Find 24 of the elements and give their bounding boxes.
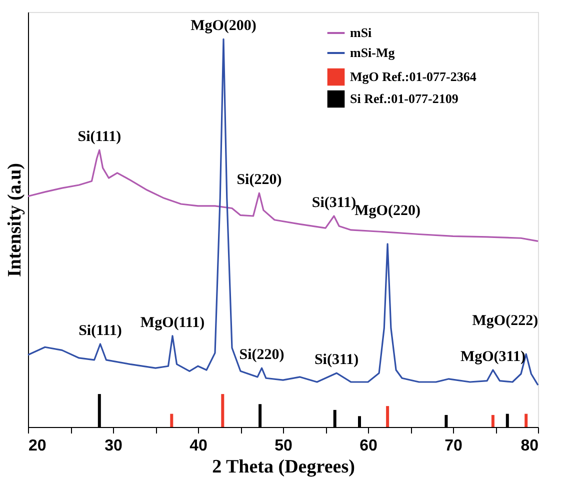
x-tick-label: 50 <box>274 438 292 454</box>
annotation: MgO(222) <box>472 313 538 330</box>
annotation: MgO(200) <box>190 18 256 34</box>
legend-label: mSi-Mg <box>350 45 396 60</box>
x-tick-label: 40 <box>190 438 208 454</box>
x-tick-label: 30 <box>104 438 122 454</box>
legend-label: MgO Ref.:01-077-2364 <box>350 69 477 84</box>
annotation: Si(111) <box>78 129 122 146</box>
x-tick-label: 60 <box>360 438 378 454</box>
annotation: Si(311) <box>314 352 359 368</box>
annotation: Si(111) <box>78 323 122 339</box>
x-tick-label: 70 <box>444 438 462 454</box>
annotation: Si(311) <box>312 195 356 212</box>
annotation: MgO(311) <box>460 348 526 365</box>
annotation: MgO(220) <box>354 202 420 219</box>
x-tick-label: 80 <box>520 438 539 454</box>
annotation: Si(220) <box>239 347 284 364</box>
legend-label: mSi <box>350 25 372 40</box>
legend-label: Si Ref.:01-077-2109 <box>350 91 459 106</box>
y-axis-title: Intensity (a.u) <box>4 162 26 278</box>
x-axis-title: 2 Theta (Degrees) <box>212 456 355 478</box>
annotation: MgO(111) <box>140 314 205 331</box>
x-tick-label: 20 <box>28 438 46 454</box>
annotation: Si(220) <box>236 172 282 188</box>
